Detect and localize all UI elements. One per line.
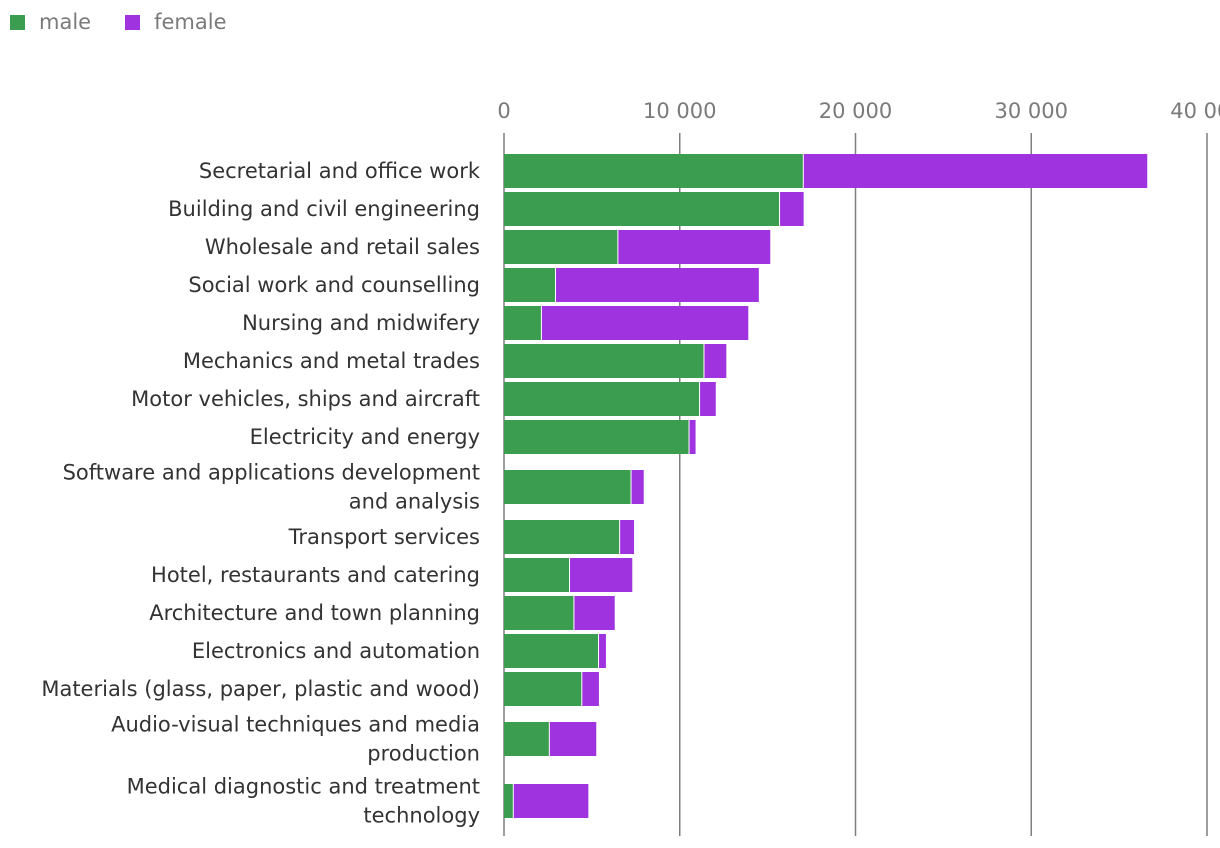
category-label-line: Electronics and automation <box>192 639 480 663</box>
category-labels: Secretarial and office work Building and … <box>41 159 481 828</box>
category-label-line: technology <box>363 804 480 828</box>
category-label-0: Secretarial and office work <box>199 159 481 183</box>
category-label-6: Motor vehicles, ships and aircraft <box>131 387 480 411</box>
bar-female-0 <box>803 154 1148 188</box>
bar-female-6 <box>700 382 716 416</box>
bar-female-7 <box>689 420 696 454</box>
category-label-line: Hotel, restaurants and catering <box>151 563 480 587</box>
category-label-line: Nursing and midwifery <box>242 311 480 335</box>
bar-male-6 <box>504 382 700 416</box>
bar-female-5 <box>704 344 727 378</box>
legend-label-female: female <box>154 10 227 34</box>
bar-female-9 <box>620 520 635 554</box>
bar-female-2 <box>618 230 771 264</box>
bar-male-2 <box>504 230 618 264</box>
bar-male-10 <box>504 558 570 592</box>
bar-female-8 <box>631 470 644 504</box>
bar-male-12 <box>504 634 599 668</box>
x-tick-label-0: 0 <box>497 99 510 123</box>
category-label-line: Materials (glass, paper, plastic and woo… <box>41 677 480 701</box>
category-label-11: Architecture and town planning <box>149 601 480 625</box>
bar-male-13 <box>504 672 582 706</box>
bar-male-4 <box>504 306 541 340</box>
legend-item-female: female <box>125 10 227 34</box>
category-label-14: Audio-visual techniques and media product… <box>111 713 480 766</box>
category-label-7: Electricity and energy <box>250 425 480 449</box>
legend: male female <box>10 10 227 34</box>
category-label-line: Architecture and town planning <box>149 601 480 625</box>
category-label-3: Social work and counselling <box>188 273 480 297</box>
bar-male-5 <box>504 344 704 378</box>
bar-female-12 <box>599 634 606 668</box>
bar-male-0 <box>504 154 803 188</box>
category-label-4: Nursing and midwifery <box>242 311 480 335</box>
bar-male-8 <box>504 470 631 504</box>
bar-female-4 <box>541 306 749 340</box>
category-label-line: Transport services <box>288 525 480 549</box>
category-label-line: and analysis <box>349 490 480 514</box>
category-label-line: Software and applications development <box>63 461 480 485</box>
bar-male-9 <box>504 520 620 554</box>
legend-swatch-male <box>10 14 25 30</box>
category-label-line: Mechanics and metal trades <box>183 349 480 373</box>
bar-male-1 <box>504 192 780 226</box>
category-label-15: Medical diagnostic and treatment technolo… <box>127 775 480 828</box>
x-axis-ticks: 0 10 000 20 000 30 000 40 000 <box>497 99 1220 123</box>
x-tick-label-4: 40 000 <box>1170 99 1220 123</box>
category-label-line: Building and civil engineering <box>168 197 480 221</box>
bar-female-14 <box>549 722 597 756</box>
category-label-12: Electronics and automation <box>192 639 480 663</box>
category-label-line: Wholesale and retail sales <box>205 235 480 259</box>
bar-female-15 <box>513 784 589 818</box>
category-label-line: Medical diagnostic and treatment <box>127 775 480 799</box>
category-label-1: Building and civil engineering <box>168 197 480 221</box>
category-label-9: Transport services <box>288 525 480 549</box>
legend-item-male: male <box>10 10 91 34</box>
x-tick-label-1: 10 000 <box>643 99 716 123</box>
bar-male-14 <box>504 722 549 756</box>
legend-swatch-female <box>125 14 141 30</box>
category-label-line: production <box>367 742 480 766</box>
category-label-2: Wholesale and retail sales <box>205 235 480 259</box>
bar-male-11 <box>504 596 574 630</box>
category-label-8: Software and applications development and… <box>63 461 480 514</box>
x-tick-label-2: 20 000 <box>819 99 892 123</box>
category-label-line: Audio-visual techniques and media <box>111 713 480 737</box>
category-label-line: Motor vehicles, ships and aircraft <box>131 387 480 411</box>
category-label-line: Social work and counselling <box>188 273 480 297</box>
bar-female-10 <box>570 558 633 592</box>
bar-female-1 <box>780 192 804 226</box>
bar-female-11 <box>574 596 615 630</box>
category-label-5: Mechanics and metal trades <box>183 349 480 373</box>
x-tick-label-3: 30 000 <box>995 99 1068 123</box>
legend-label-male: male <box>39 10 92 34</box>
bar-female-13 <box>582 672 599 706</box>
bar-female-3 <box>555 268 759 302</box>
category-label-line: Electricity and energy <box>250 425 480 449</box>
bar-male-7 <box>504 420 689 454</box>
bar-male-15 <box>504 784 513 818</box>
category-label-13: Materials (glass, paper, plastic and woo… <box>41 677 480 701</box>
bar-male-3 <box>504 268 555 302</box>
category-label-line: Secretarial and office work <box>199 159 481 183</box>
category-label-10: Hotel, restaurants and catering <box>151 563 480 587</box>
bars <box>504 154 1148 818</box>
